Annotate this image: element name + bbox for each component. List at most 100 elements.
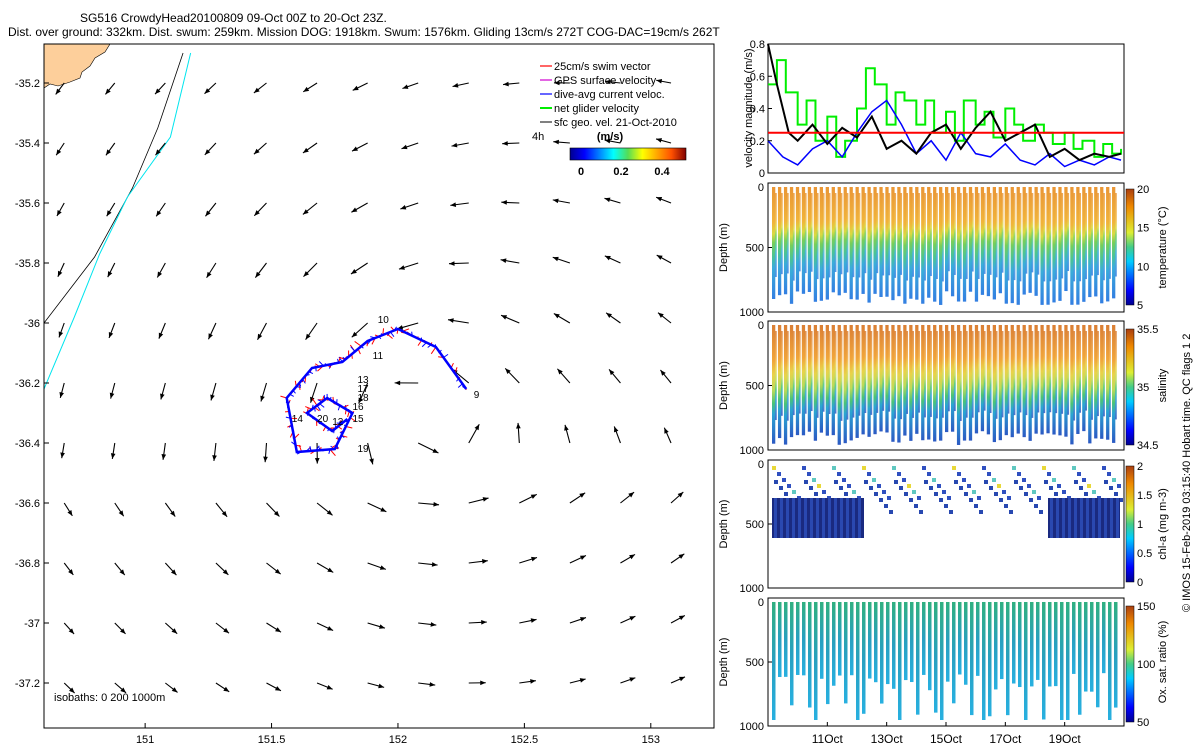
profile-column-upcast <box>774 193 777 277</box>
profile-column-upcast <box>942 193 944 282</box>
colorbar-tick-salinity-2: 35.5 <box>1137 324 1158 336</box>
sfc-vector-head <box>505 368 511 374</box>
chla-marker <box>999 498 1003 502</box>
sfc-vector-head <box>606 312 612 318</box>
velocity-axis-ticks: 0 0.2 0.4 0.6 0.8 <box>750 39 772 180</box>
sfc-vector-head <box>450 202 457 207</box>
profile-column-upcast <box>1061 331 1064 414</box>
profile-column <box>1100 325 1104 439</box>
sfc-vector-head <box>119 569 125 576</box>
chla-marker <box>1117 484 1121 488</box>
profile-column <box>903 325 907 436</box>
profile-column-upcast <box>1085 331 1087 411</box>
profile-column-upcast <box>1067 331 1070 415</box>
profile-column <box>968 187 973 292</box>
chla-marker <box>954 480 958 484</box>
profile-column-upcast <box>900 193 903 275</box>
chla-marker <box>892 466 896 470</box>
profile-column <box>1088 187 1092 298</box>
chla-marker <box>822 490 826 494</box>
sfc-vector-head <box>629 616 636 621</box>
profile-column-upcast <box>942 331 944 418</box>
chla-marker <box>1082 478 1086 482</box>
chla-marker <box>1104 480 1108 484</box>
profile-column <box>819 325 824 433</box>
profile-column <box>945 325 949 433</box>
profile-column <box>998 325 1002 441</box>
date-tick-label-4: 19Oct <box>1049 732 1082 746</box>
oxygen-column <box>862 602 866 714</box>
profile-column <box>962 187 967 302</box>
velocity-series <box>767 43 1124 168</box>
sfc-vector-head <box>552 198 559 204</box>
chla-marker <box>1062 490 1066 494</box>
sfc-vector-head <box>400 205 407 210</box>
profile-column-upcast <box>1115 193 1117 277</box>
sfc-vector-head <box>351 207 358 213</box>
sfc-vector-head <box>401 144 408 150</box>
oxygen-column <box>814 602 818 720</box>
sfc-vector-head <box>106 210 112 217</box>
sfc-vector-head <box>579 678 586 683</box>
chla-marker <box>1079 486 1083 490</box>
sfc-vector-head <box>109 392 115 399</box>
chla-marker <box>839 486 843 490</box>
sfc-vector-head <box>221 510 228 517</box>
chla-marker <box>964 492 968 496</box>
sfc-vector-head <box>327 626 334 631</box>
sfc-vector-head <box>204 88 211 94</box>
profile-column <box>980 187 985 295</box>
sfc-vector-head <box>157 271 163 278</box>
depth-tick-label-oxygen-0: 0 <box>758 597 764 609</box>
profile-column-upcast <box>882 331 885 411</box>
profile-column-upcast <box>840 331 843 421</box>
depth-tick-label-chl-a-0: 0 <box>758 459 764 471</box>
profile-column-upcast <box>906 193 909 281</box>
profile-column-upcast <box>1073 331 1076 421</box>
profile-column-upcast <box>894 331 897 419</box>
profile-column-upcast <box>918 331 920 413</box>
chla-marker <box>777 472 781 476</box>
profile-column <box>885 325 889 433</box>
date-tick-label-2: 15Oct <box>930 732 963 746</box>
profile-column <box>998 187 1002 294</box>
profile-column-upcast <box>930 193 932 277</box>
profile-column-upcast <box>1001 331 1004 418</box>
profile-column <box>933 325 937 442</box>
profile-column-upcast <box>1043 193 1046 282</box>
profile-column <box>885 187 889 297</box>
colorbar-tick-chl-a-0: 0 <box>1137 577 1143 589</box>
profile-column <box>980 325 985 432</box>
chla-marker <box>1114 492 1118 496</box>
depth-ylabel-oxygen: Depth (m) <box>718 638 730 687</box>
oxygen-profiles <box>772 602 1118 720</box>
chla-marker <box>957 472 961 476</box>
sfc-vector-head <box>553 80 560 86</box>
profile-column <box>909 325 913 441</box>
day-label-13: 13 <box>358 375 370 386</box>
oxygen-column <box>958 602 962 675</box>
profile-column-upcast <box>1103 193 1105 281</box>
profile-column <box>986 187 991 297</box>
profile-column <box>879 187 883 297</box>
oxygen-column <box>904 602 908 681</box>
sfc-vector-head <box>156 210 162 217</box>
sfc-vector-head <box>314 458 320 464</box>
chla-marker <box>1077 472 1081 476</box>
sfc-vector-head <box>222 569 229 575</box>
chla-marker <box>814 492 818 496</box>
oxygen-column <box>1114 602 1118 708</box>
profile-column-upcast <box>924 331 926 418</box>
sfc-vector-head <box>378 683 385 689</box>
chla-marker <box>987 472 991 476</box>
depth-tick-label-salinity-0: 0 <box>758 320 764 332</box>
oxygen-column <box>838 602 842 676</box>
chla-marker <box>939 498 943 502</box>
oxygen-column <box>1060 602 1064 720</box>
sfc-vector-head <box>629 677 636 682</box>
sfc-vector-head <box>253 87 260 93</box>
depth-tick-label-temperature-1: 500 <box>746 243 764 255</box>
profile-column-upcast <box>953 331 956 412</box>
sfc-vector-head <box>448 261 455 266</box>
chla-marker <box>967 484 971 488</box>
